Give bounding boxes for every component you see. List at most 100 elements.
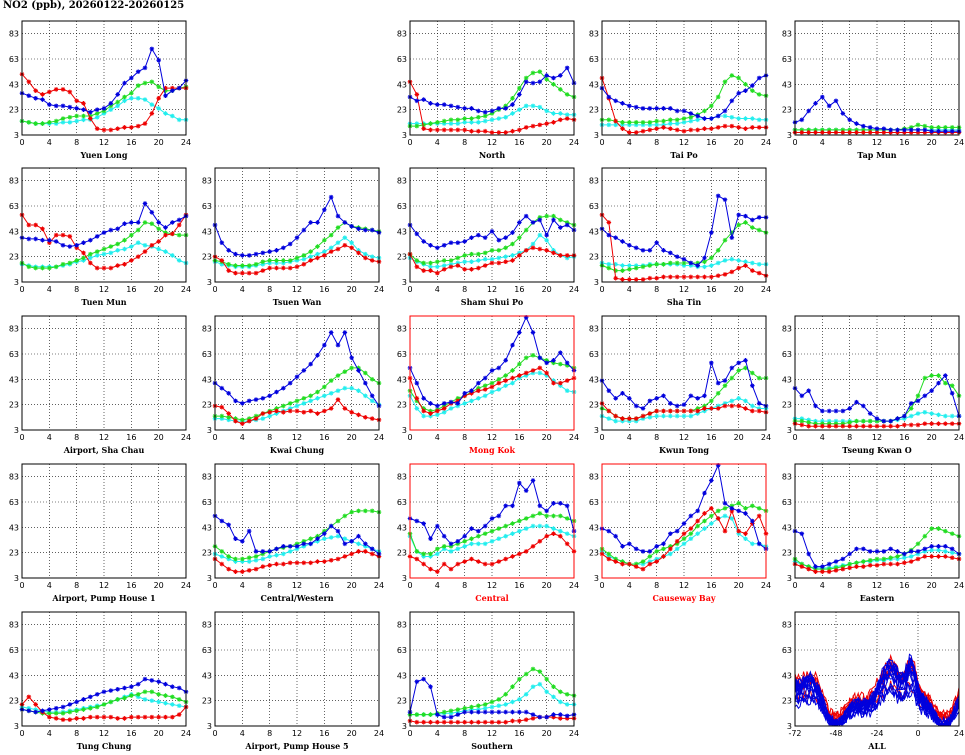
- x-tick-label: 0: [19, 433, 24, 442]
- data-point: [558, 500, 563, 506]
- data-point: [840, 130, 846, 135]
- data-point: [287, 549, 293, 554]
- data-point: [421, 126, 426, 131]
- data-point: [564, 531, 570, 536]
- data-point: [115, 263, 120, 268]
- data-point: [163, 225, 168, 230]
- data-point: [67, 114, 73, 120]
- data-point: [308, 249, 313, 254]
- y-tick-label: 43: [782, 375, 792, 384]
- data-point: [544, 676, 549, 682]
- data-point: [462, 116, 467, 121]
- x-tick-label: 12: [679, 433, 689, 442]
- data-point: [551, 500, 556, 506]
- data-point: [240, 556, 245, 562]
- panel-frame: [214, 463, 380, 579]
- data-point: [428, 536, 433, 542]
- data-point: [647, 411, 653, 416]
- x-tick-label: 20: [734, 433, 744, 442]
- data-point: [94, 111, 100, 116]
- data-point: [854, 127, 859, 133]
- data-point: [455, 263, 461, 268]
- data-point: [503, 523, 508, 529]
- data-point: [681, 128, 687, 134]
- data-point: [895, 556, 900, 562]
- data-point: [441, 242, 447, 248]
- data-point: [496, 116, 502, 121]
- data-point: [496, 697, 502, 702]
- data-point: [709, 103, 714, 109]
- data-point: [943, 125, 948, 130]
- data-point: [489, 130, 495, 135]
- data-point: [482, 705, 488, 711]
- y-tick-label: 23: [589, 106, 599, 115]
- data-point: [915, 122, 921, 128]
- data-point: [530, 70, 536, 76]
- data-point: [722, 237, 728, 243]
- data-point: [530, 245, 536, 251]
- data-point: [715, 406, 721, 411]
- data-point: [510, 380, 515, 386]
- y-tick-label: 23: [589, 401, 599, 410]
- data-point: [861, 403, 866, 409]
- data-point: [895, 561, 900, 567]
- data-point: [606, 220, 612, 225]
- data-point: [799, 418, 805, 424]
- data-point: [647, 120, 653, 125]
- x-tick-label: 24: [374, 433, 384, 442]
- data-point: [503, 106, 508, 111]
- data-point: [281, 258, 286, 263]
- data-point: [517, 127, 522, 133]
- data-point: [633, 130, 639, 135]
- page-title: NO2 (ppb), 20260122-20260125: [3, 0, 185, 11]
- data-point: [476, 533, 481, 539]
- data-point: [233, 559, 238, 564]
- data-point: [462, 127, 467, 133]
- data-point: [633, 564, 639, 569]
- data-point: [462, 709, 467, 715]
- data-point: [537, 538, 543, 544]
- data-point: [26, 120, 32, 125]
- data-point: [53, 118, 59, 124]
- data-point: [902, 413, 907, 419]
- data-point: [820, 423, 825, 429]
- data-point: [176, 85, 182, 91]
- data-point: [253, 416, 259, 421]
- data-point: [142, 242, 148, 248]
- data-point: [813, 418, 818, 424]
- data-point: [558, 117, 563, 123]
- data-point: [523, 355, 529, 361]
- x-tick-label: 24: [569, 285, 579, 294]
- data-point: [47, 89, 52, 95]
- data-point: [750, 83, 755, 88]
- data-point: [94, 114, 100, 120]
- data-point: [640, 122, 646, 128]
- x-tick-label: 24: [181, 729, 191, 738]
- data-point: [260, 411, 266, 416]
- data-point: [476, 388, 481, 394]
- data-point: [688, 531, 694, 536]
- y-tick-label: 23: [9, 106, 19, 115]
- data-point: [287, 258, 293, 263]
- data-point: [253, 251, 259, 257]
- y-tick-label: 43: [202, 523, 212, 532]
- data-point: [74, 113, 79, 119]
- data-point: [949, 128, 955, 134]
- data-point: [936, 554, 941, 559]
- data-point: [503, 114, 508, 120]
- data-point: [620, 101, 625, 106]
- data-point: [281, 561, 286, 567]
- x-tick-label: 20: [154, 433, 164, 442]
- x-tick-label: 16: [706, 285, 716, 294]
- data-point: [122, 98, 127, 104]
- data-point: [688, 413, 694, 419]
- data-point: [606, 117, 612, 123]
- panel-frame: [214, 315, 380, 431]
- data-point: [826, 418, 832, 424]
- x-tick-label: 16: [126, 433, 136, 442]
- data-point: [369, 377, 375, 382]
- x-tick-label: 24: [761, 581, 771, 590]
- data-point: [315, 396, 320, 401]
